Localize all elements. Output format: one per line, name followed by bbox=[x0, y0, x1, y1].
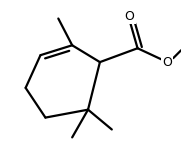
Text: O: O bbox=[162, 56, 172, 69]
Text: O: O bbox=[125, 10, 134, 23]
